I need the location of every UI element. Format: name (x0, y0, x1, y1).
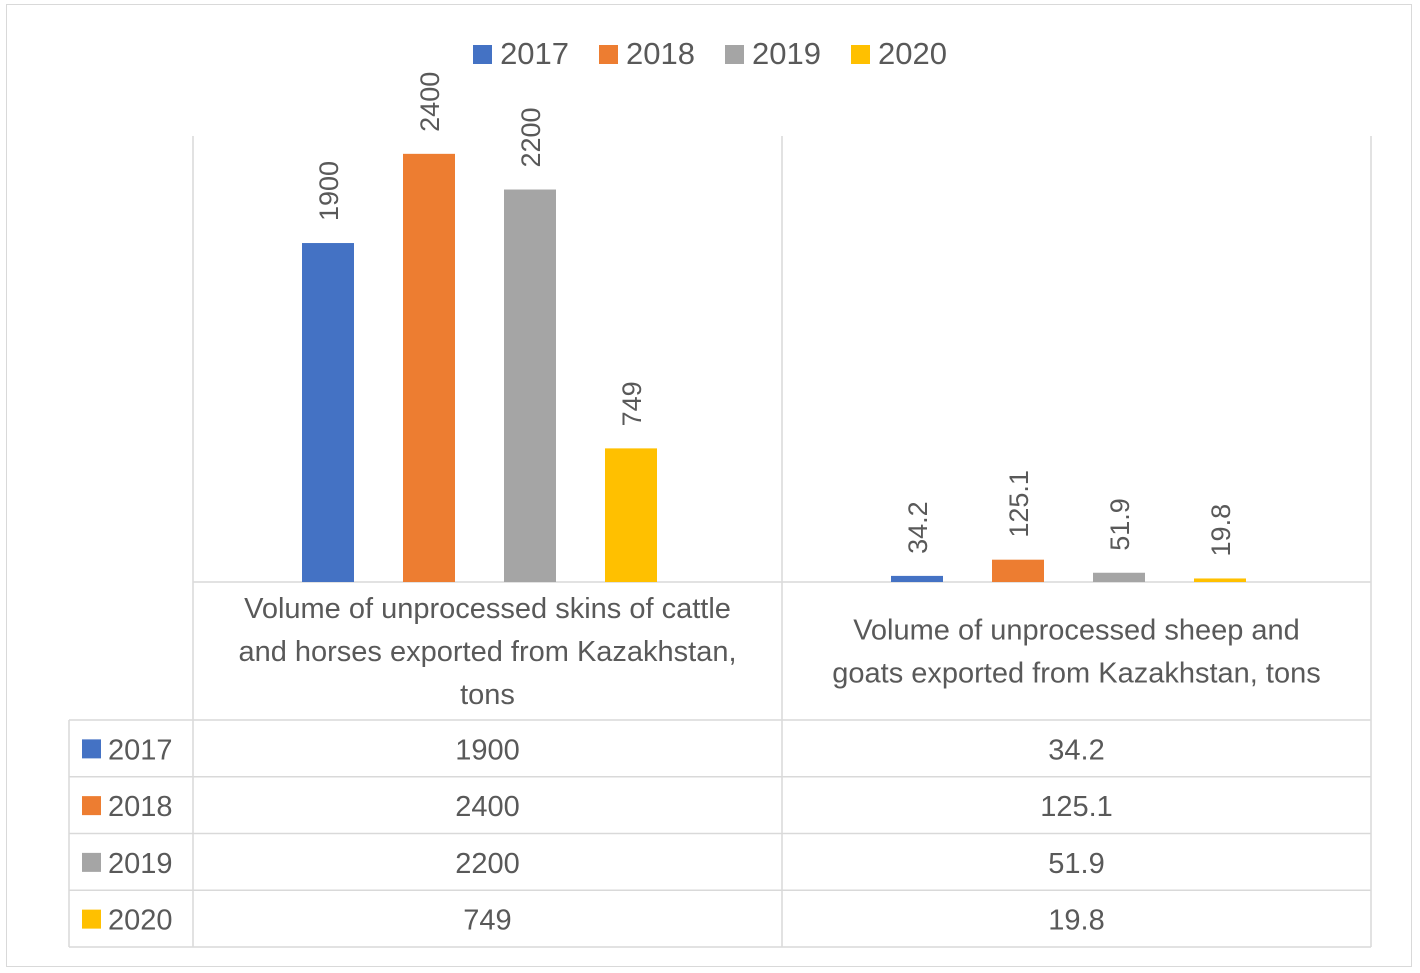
data-label-2019-cat-1: 2200 (516, 107, 546, 167)
category-label-line: Volume of unprocessed skins of cattle (244, 593, 731, 625)
table-cell-2018-cat-2: 125.1 (1040, 791, 1113, 823)
chart-frame (6, 4, 1412, 967)
bar-2019-cat-1 (504, 189, 556, 582)
data-label-2018-cat-1: 2400 (415, 72, 445, 132)
category-label-line: tons (460, 679, 515, 711)
table-legend-key (82, 909, 101, 929)
category-label-line: goats exported from Kazakhstan, tons (832, 658, 1320, 690)
table-cell-2019-cat-1: 2200 (455, 848, 520, 880)
table-cell-2017-cat-1: 1900 (455, 734, 520, 766)
data-label-2017-cat-2: 34.2 (903, 501, 933, 554)
bar-2017-cat-2 (891, 575, 943, 582)
legend-swatch (725, 44, 744, 64)
bar-2018-cat-2 (992, 559, 1044, 582)
table-series-label: 2017 (108, 734, 173, 766)
table-cell-2020-cat-1: 749 (463, 905, 511, 937)
legend-swatch (473, 44, 493, 64)
table-series-label: 2018 (108, 791, 173, 823)
legend-label: 2019 (752, 36, 821, 71)
bar-2017-cat-1 (302, 243, 354, 583)
bar-2020-cat-2 (1194, 578, 1246, 582)
data-label-2020-cat-2: 19.8 (1206, 504, 1236, 557)
legend-label: 2020 (877, 36, 947, 71)
table-cell-2019-cat-2: 51.9 (1048, 848, 1104, 880)
table-cell-2020-cat-2: 19.8 (1048, 905, 1104, 937)
data-label-2020-cat-1: 749 (617, 381, 647, 426)
bar-2020-cat-1 (605, 448, 657, 582)
table-legend-key (82, 796, 101, 816)
legend-item-2018: 2018 (599, 36, 695, 72)
table-series-label: 2019 (108, 848, 173, 880)
category-label-line: Volume of unprocessed sheep and (853, 615, 1300, 647)
table-series-label: 2020 (108, 905, 173, 937)
legend-item-2019: 2019 (725, 36, 821, 72)
legend-swatch (850, 44, 870, 64)
data-label-2019-cat-2: 51.9 (1105, 498, 1135, 551)
category-label-line: and horses exported from Kazakhstan, (238, 636, 736, 668)
legend-item-2017: 2017 (473, 36, 569, 72)
bar-2019-cat-2 (1093, 572, 1145, 582)
table-cell-2018-cat-1: 2400 (455, 791, 520, 823)
data-label-2018-cat-2: 125.1 (1004, 470, 1034, 538)
table-cell-2017-cat-2: 34.2 (1048, 734, 1104, 766)
legend: 2017 2018 2019 2020 (0, 36, 1420, 72)
table-legend-key (82, 852, 101, 872)
data-label-2017-cat-1: 1900 (314, 161, 344, 221)
legend-label: 2017 (500, 36, 570, 71)
table-legend-key (82, 739, 101, 759)
bar-2018-cat-1 (403, 153, 455, 582)
legend-swatch (599, 44, 619, 64)
legend-item-2020: 2020 (850, 36, 947, 72)
legend-label: 2018 (626, 36, 695, 71)
